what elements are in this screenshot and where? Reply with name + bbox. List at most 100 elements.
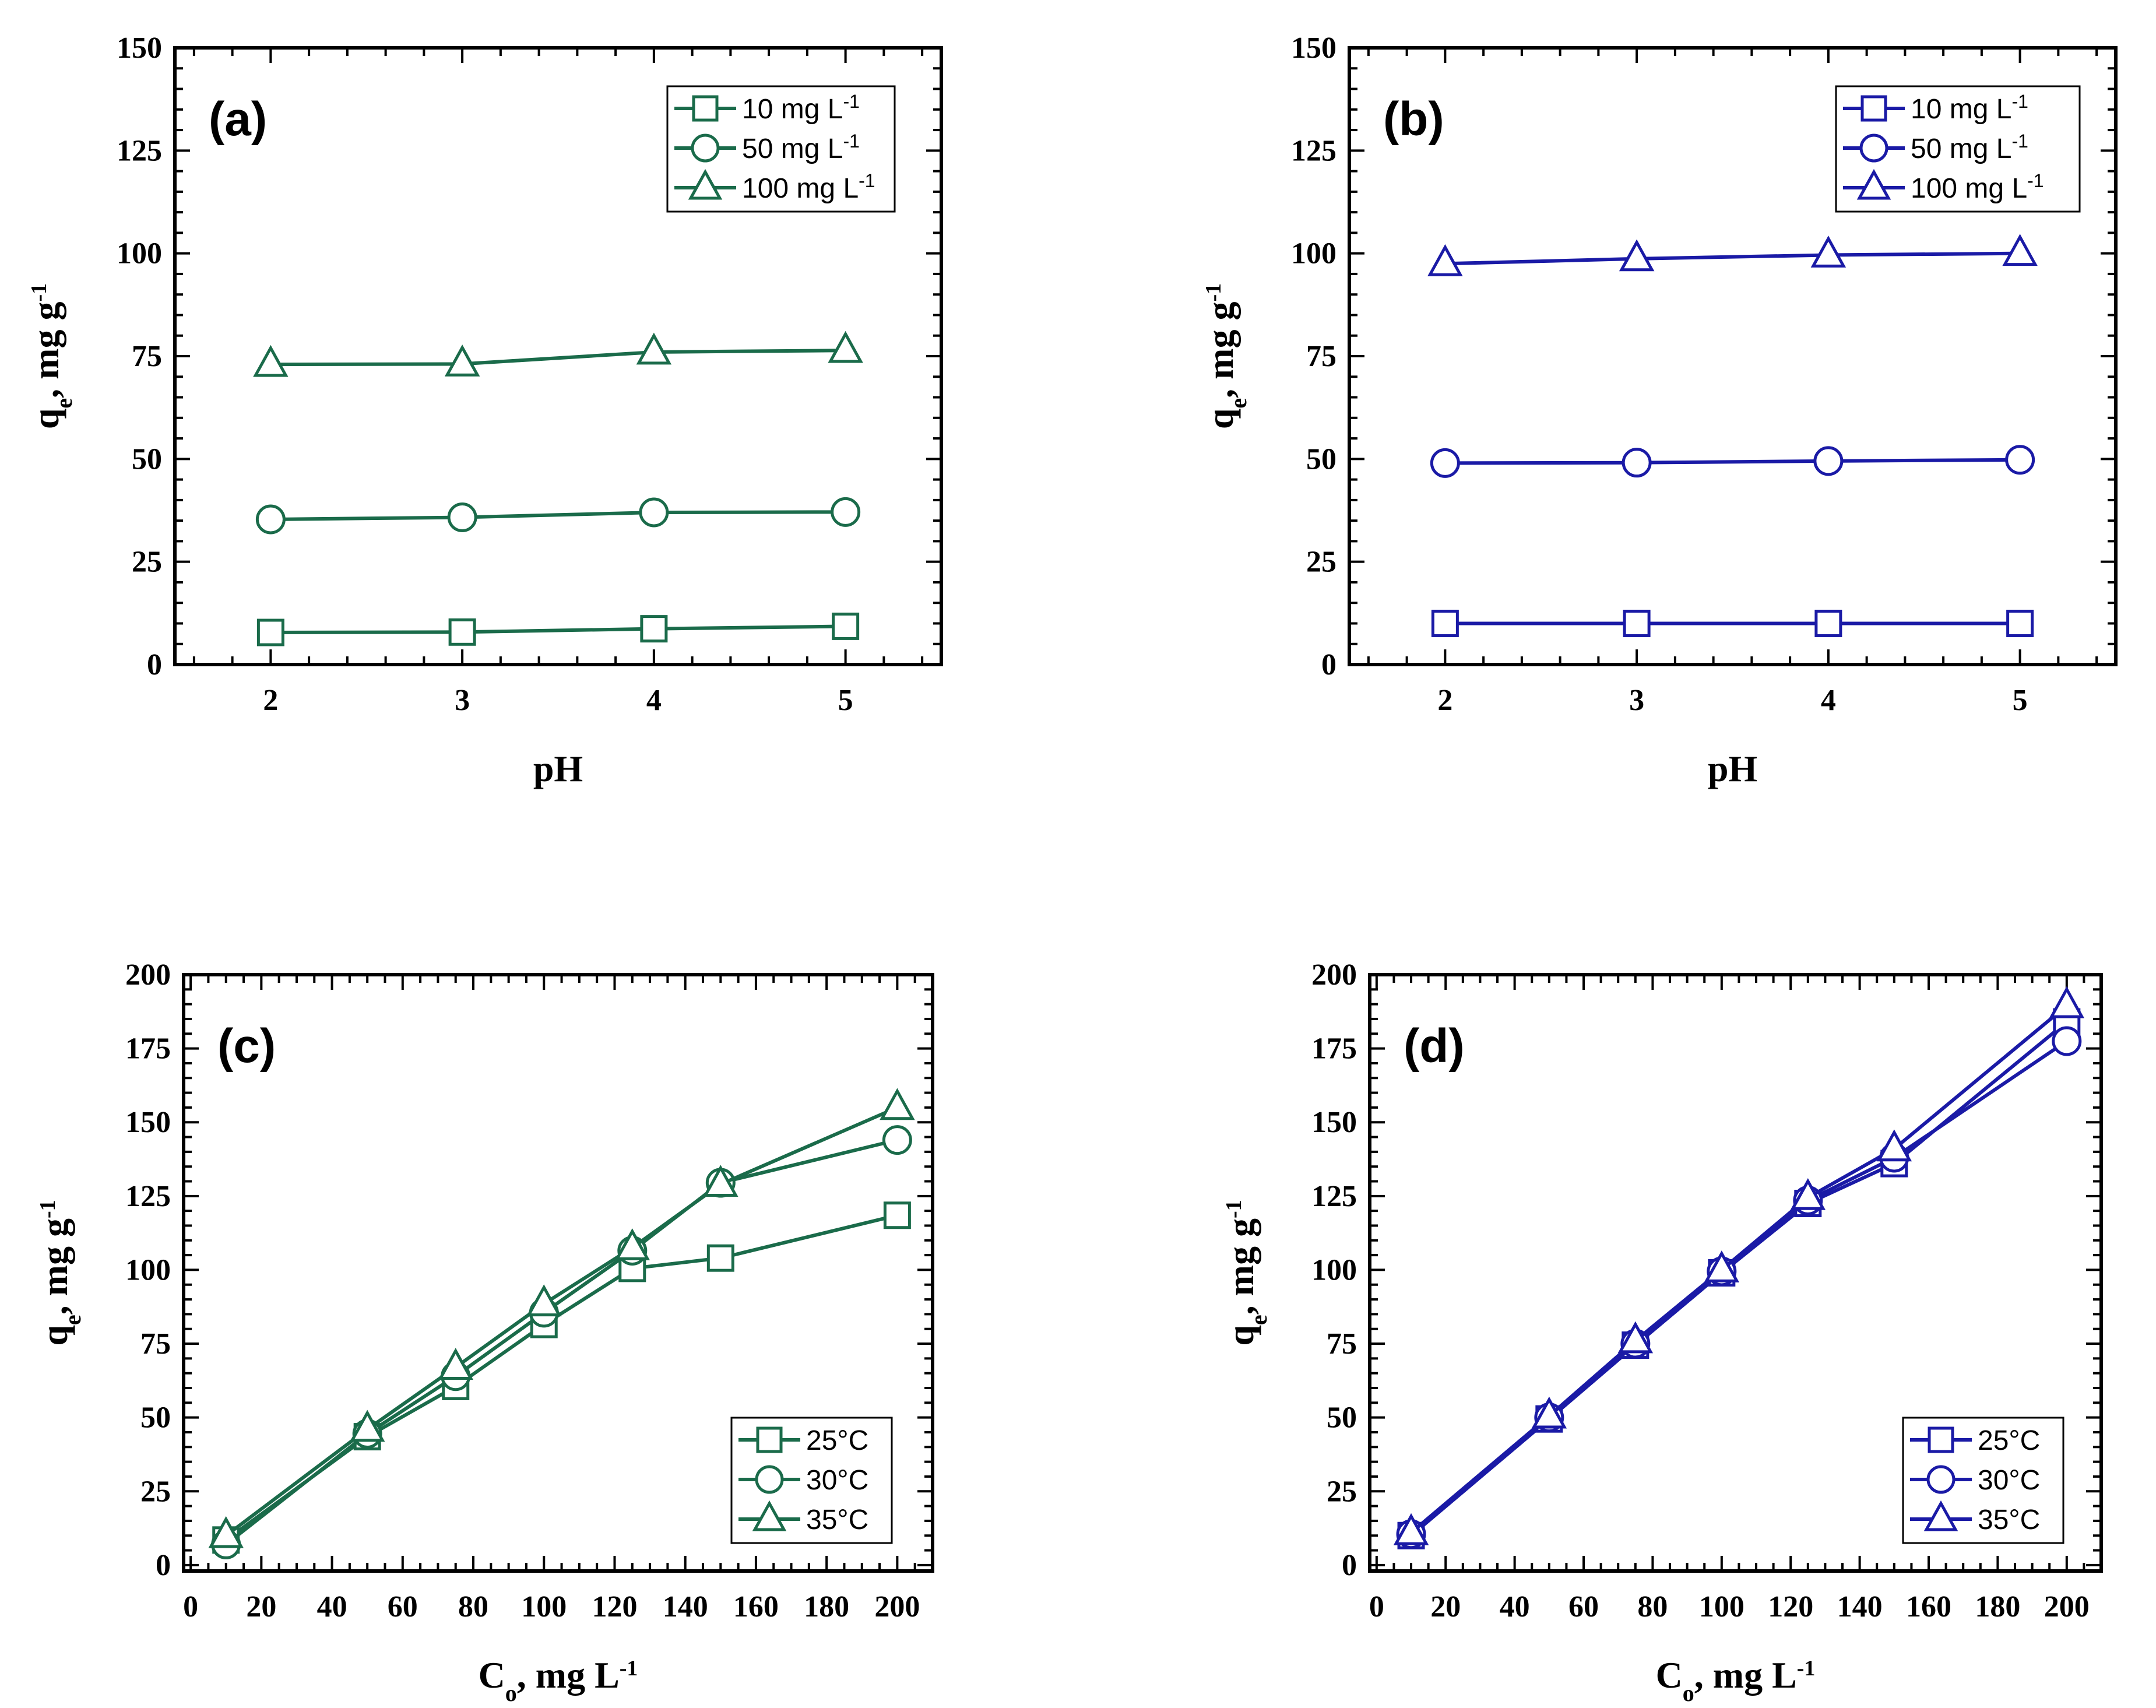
data-point-triangle — [703, 1165, 738, 1197]
y-tick-label: 75 — [1327, 1327, 1357, 1361]
legend-label-sup: -1 — [2011, 91, 2028, 112]
legend-label: 100 mg L-1 — [1911, 170, 2044, 204]
data-point-triangle — [438, 1348, 473, 1380]
x-axis-title: pH — [533, 748, 583, 789]
x-axis-title: Co, mg L-1 — [1656, 1654, 1816, 1706]
panel-d: 0 25 50 75 100 125 150 175 200 0 20 40 60 80 100 120 140… — [1220, 958, 2103, 1706]
x-tick-label: 160 — [733, 1590, 779, 1623]
y-axis-title: qe, mg g-1 — [25, 283, 77, 429]
data-point-triangle — [614, 1228, 650, 1260]
y-tick-label: 25 — [1327, 1475, 1357, 1508]
x-tick-label: 5 — [2013, 684, 2028, 717]
data-point-square — [1623, 609, 1651, 637]
legend-label-sup: -1 — [859, 170, 875, 191]
data-point-circle — [639, 497, 669, 528]
series-line — [1445, 251, 2020, 266]
data-point-circle — [2052, 1026, 2082, 1056]
legend-marker-square — [1860, 95, 1887, 122]
legend-marker-square — [756, 1426, 783, 1453]
data-point-triangle — [2002, 234, 2038, 266]
x-tick-label: 4 — [646, 684, 662, 717]
x-axis-title: pH — [1708, 748, 1757, 789]
series-3 — [253, 331, 863, 377]
series-line — [270, 624, 846, 634]
data-point-triangle — [444, 345, 480, 377]
legend-label: 25°C — [806, 1425, 868, 1456]
data-point-triangle — [1810, 236, 1847, 268]
panel-label: (a) — [209, 93, 267, 146]
panel-label: (c) — [217, 1020, 276, 1073]
x-tick-label: 3 — [1629, 684, 1644, 717]
y-tick-label: 75 — [1306, 340, 1336, 373]
x-axis-title-main: C — [1656, 1654, 1683, 1696]
data-point-circle — [882, 1125, 912, 1155]
x-tick-label: 140 — [663, 1590, 708, 1623]
series-1 — [256, 612, 860, 646]
legend-label: 30°C — [806, 1465, 868, 1496]
x-tick-label: 60 — [1568, 1590, 1599, 1623]
legend-label: 25°C — [1978, 1425, 2040, 1456]
y-tick-label: 150 — [117, 31, 162, 65]
x-tick-label: 4 — [1821, 684, 1836, 717]
legend-label-main: 100 mg L — [742, 173, 859, 204]
x-tick-label: 20 — [246, 1590, 276, 1623]
legend: 25°C 30°C 35°C — [730, 1417, 893, 1544]
y-tick-label: 125 — [1311, 1180, 1357, 1213]
y-axis-title-unit: , mg g — [1200, 301, 1241, 398]
series-line — [270, 510, 846, 522]
y-tick-label: 175 — [1311, 1032, 1357, 1066]
legend-label: 35°C — [1978, 1505, 2040, 1535]
x-tick-label: 5 — [838, 684, 853, 717]
legend-marker-circle — [1859, 133, 1888, 163]
y-tick-label: 25 — [1306, 546, 1336, 579]
legend-label: 35°C — [806, 1505, 868, 1535]
x-tick-label: 180 — [1975, 1590, 2020, 1623]
y-tick-label: 175 — [125, 1032, 171, 1066]
legend-label: 50 mg L-1 — [742, 131, 860, 164]
panel-label: (d) — [1404, 1020, 1465, 1073]
series-2 — [1430, 445, 2035, 478]
data-point-circle — [1622, 448, 1652, 478]
x-axis-title-sub: o — [1683, 1680, 1694, 1706]
data-point-circle — [1430, 448, 1460, 478]
x-tick-label: 2 — [263, 684, 278, 717]
legend-label: 50 mg L-1 — [1911, 131, 2028, 164]
data-point-triangle — [1790, 1178, 1826, 1210]
y-axis-title-main: q — [1220, 1325, 1261, 1346]
y-tick-label: 0 — [1342, 1549, 1357, 1582]
y-tick-label: 125 — [117, 134, 162, 167]
y-tick-label: 0 — [156, 1549, 171, 1582]
plot-frame — [182, 973, 934, 1573]
series-3 — [1393, 986, 2085, 1545]
legend-marker-triangle — [752, 1500, 787, 1531]
series-3 — [1427, 234, 2038, 276]
y-axis-title-main: q — [25, 409, 66, 430]
data-point-circle — [447, 502, 477, 532]
data-point-square — [640, 615, 668, 643]
y-tick-label: 50 — [132, 442, 162, 476]
panel-c: 0 25 50 75 100 125 150 175 200 0 20 40 60 80 100 120 140… — [34, 958, 934, 1706]
data-point-triangle — [1704, 1250, 1740, 1282]
x-tick-label: 2 — [1437, 684, 1452, 717]
data-point-triangle — [253, 345, 289, 377]
data-point-circle — [1813, 446, 1844, 476]
x-tick-label: 200 — [2044, 1590, 2090, 1623]
legend-label-sup: -1 — [2011, 131, 2028, 152]
legend-marker-circle — [691, 133, 720, 163]
legend-label-sup: -1 — [2027, 170, 2044, 191]
y-tick-label: 200 — [1311, 958, 1357, 992]
y-tick-label: 100 — [1291, 237, 1336, 270]
x-tick-label: 20 — [1430, 1590, 1461, 1623]
x-tick-label: 140 — [1837, 1590, 1883, 1623]
legend-marker-circle — [755, 1465, 784, 1494]
x-tick-label: 0 — [1369, 1590, 1384, 1623]
legend-label-main: 100 mg L — [1911, 173, 2027, 204]
legend-marker-square — [692, 95, 719, 122]
data-point-triangle — [1619, 239, 1655, 272]
x-axis-title-sup: -1 — [1797, 1656, 1816, 1681]
legend-label-sup: -1 — [843, 131, 859, 152]
